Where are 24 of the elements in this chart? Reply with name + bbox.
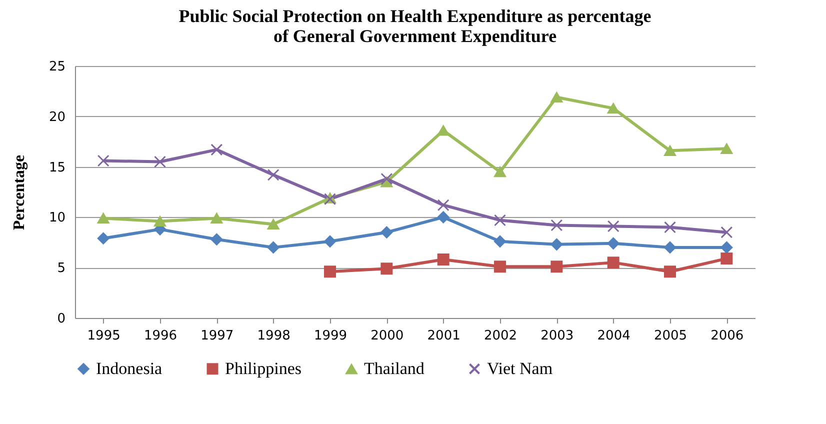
x-tick-label: 1995	[87, 328, 120, 344]
x-tick-label: 2004	[597, 328, 630, 344]
chart-title: Public Social Protection on Health Expenditure as percentage of General Government Expenditure	[178, 6, 652, 46]
legend-label: Thailand	[364, 359, 425, 378]
x-tick-label: 2001	[427, 328, 460, 344]
y-tick-label: 20	[48, 110, 66, 125]
y-tick-label: 10	[48, 210, 66, 226]
x-tick-label: 2006	[710, 328, 744, 344]
legend-label: Viet Nam	[487, 358, 553, 378]
x-tick-label: 2003	[540, 328, 574, 344]
y-tick-label: 15	[48, 160, 66, 176]
x-tick-label: 1998	[257, 328, 290, 344]
x-tick-label: 1996	[144, 328, 178, 344]
legend-label: Philippines	[225, 358, 302, 378]
x-tick-label: 2002	[484, 328, 518, 344]
x-tick-label: 1997	[200, 328, 234, 344]
y-tick-label: 5	[57, 261, 66, 276]
legend-label: Indonesia	[96, 358, 163, 378]
x-tick-label: 2005	[654, 328, 688, 344]
y-tick-label: 0	[57, 312, 66, 326]
x-tick-label: 2000	[370, 328, 404, 344]
y-tick-label: 25	[48, 60, 66, 74]
x-tick-label: 1999	[314, 328, 348, 344]
y-axis-title: Percentage	[10, 154, 28, 230]
